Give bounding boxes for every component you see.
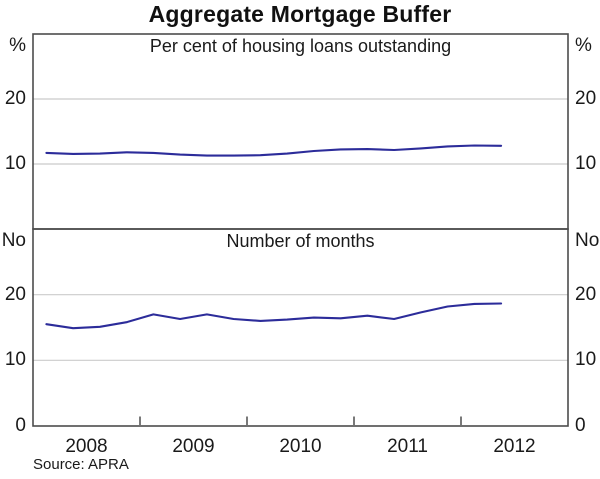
x-axis-year-label-2009: 2009: [172, 436, 215, 457]
x-axis-year-label-2012: 2012: [493, 436, 536, 457]
top-ylabel-right-10: 10: [575, 153, 597, 174]
top-ylabel-left-10: 10: [4, 153, 26, 174]
bottom-ylabel-right-10: 10: [575, 349, 597, 370]
bottom-ylabel-left-20: 20: [4, 284, 26, 305]
x-axis-year-label-2008: 2008: [65, 436, 108, 457]
bottom-panel-unit-left: No: [1, 230, 26, 251]
bottom-ylabel-right-0: 0: [575, 415, 586, 436]
bottom-panel-label: Number of months: [226, 231, 375, 251]
top-ylabel-right-20: 20: [575, 88, 597, 109]
chart-title: Aggregate Mortgage Buffer: [148, 1, 452, 27]
bottom-panel-border: [32, 228, 569, 427]
line-series-top: [45, 144, 503, 157]
x-axis-year-label-2011: 2011: [387, 436, 428, 457]
line-series-bottom: [45, 302, 503, 330]
top-panel-border: [32, 33, 569, 230]
top-panel-unit-left: %: [9, 35, 26, 56]
source-note: Source: APRA: [33, 456, 129, 473]
bottom-panel-unit-right: No: [575, 230, 600, 251]
top-panel-unit-right: %: [575, 35, 592, 56]
top-ylabel-left-20: 20: [4, 88, 26, 109]
top-panel-label: Per cent of housing loans outstanding: [149, 36, 452, 56]
bottom-ylabel-left-10: 10: [4, 349, 26, 370]
bottom-ylabel-left-0: 0: [15, 415, 26, 436]
x-axis-year-label-2010: 2010: [279, 436, 322, 457]
bottom-ylabel-right-20: 20: [575, 284, 597, 305]
